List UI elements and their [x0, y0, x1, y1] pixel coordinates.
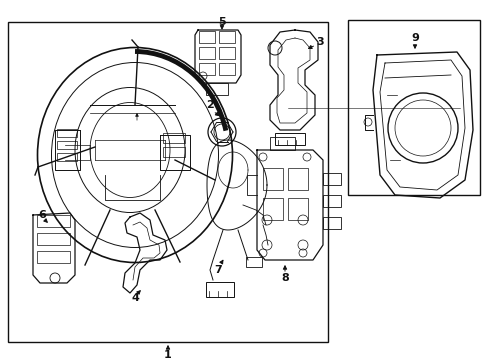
Bar [287, 168, 307, 190]
Bar [199, 31, 215, 43]
Bar [347, 20, 479, 195]
Text: 3: 3 [316, 37, 323, 47]
Bar [245, 257, 262, 267]
Text: 4: 4 [131, 293, 139, 303]
Text: 6: 6 [38, 210, 46, 220]
Text: 2: 2 [206, 100, 213, 110]
Bar [269, 137, 294, 150]
Text: 9: 9 [410, 33, 418, 43]
Bar [205, 282, 234, 297]
Bar [263, 168, 283, 190]
Bar [323, 173, 340, 185]
Bar [274, 133, 305, 145]
Bar [219, 63, 235, 75]
Bar [57, 129, 77, 137]
Bar [8, 22, 327, 342]
Bar [57, 153, 77, 161]
Text: 8: 8 [281, 273, 288, 283]
Text: 1: 1 [164, 350, 171, 360]
Bar [163, 147, 184, 157]
Bar [323, 195, 340, 207]
Text: 5: 5 [218, 17, 225, 27]
Bar [163, 133, 184, 143]
Bar [323, 217, 340, 229]
Text: 7: 7 [214, 265, 222, 275]
Bar [219, 47, 235, 59]
Bar [37, 251, 70, 263]
Bar [37, 233, 70, 245]
Bar [199, 47, 215, 59]
Bar [199, 63, 215, 75]
Bar [263, 198, 283, 220]
Bar [205, 83, 227, 95]
Bar [287, 198, 307, 220]
Bar [219, 31, 235, 43]
Bar [37, 215, 70, 227]
Bar [57, 141, 77, 149]
